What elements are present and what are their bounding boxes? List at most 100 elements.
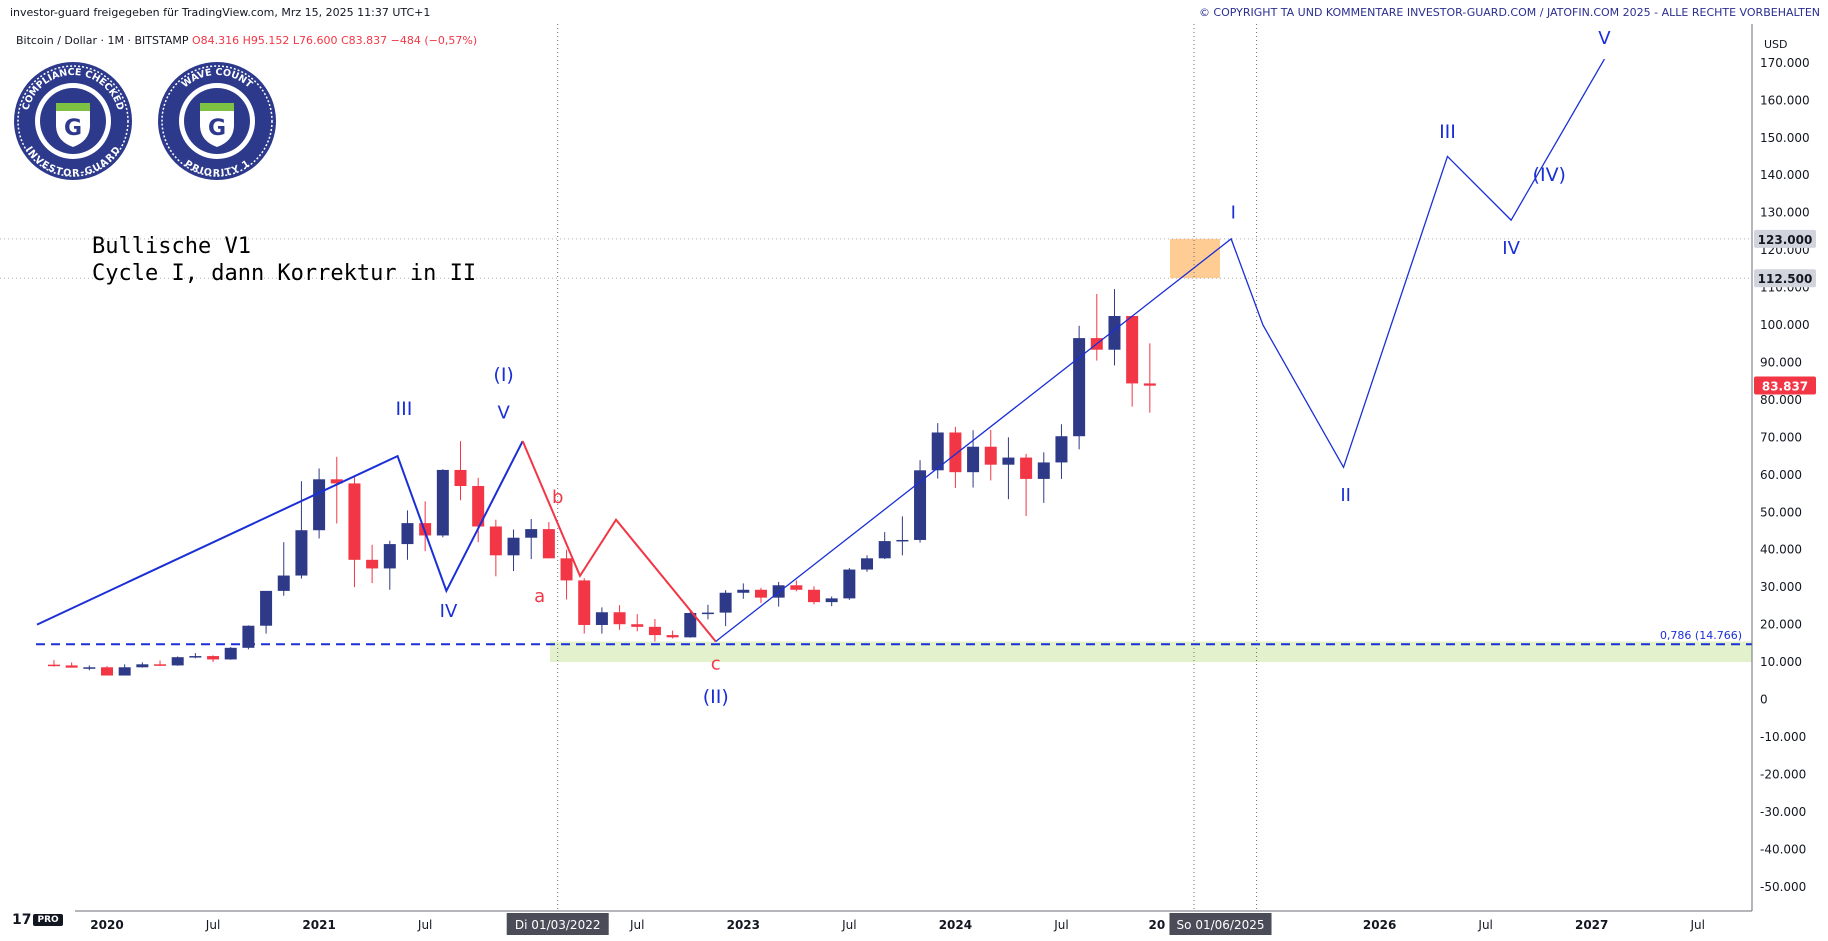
candle-body (1037, 462, 1050, 479)
target-zone (1170, 238, 1220, 279)
candles-group (47, 289, 1156, 676)
candle-body (1055, 436, 1068, 463)
candle (701, 604, 714, 620)
candle (931, 423, 944, 479)
candle-body (931, 432, 944, 471)
candle-body (967, 446, 980, 473)
fib-level-label: 0,786 (14.766) (1660, 629, 1742, 642)
shield-icon (56, 103, 90, 147)
candle (719, 590, 732, 627)
candle (83, 665, 96, 671)
candle-body (684, 612, 697, 638)
candle-body (277, 575, 290, 591)
badge-letter: G (208, 116, 226, 141)
candle (790, 580, 803, 592)
candle (171, 656, 184, 666)
y-tick-label: -50.000 (1760, 880, 1806, 894)
time-axis-bg (0, 911, 1752, 937)
candle-body (1143, 383, 1156, 386)
candle-body (949, 432, 962, 473)
candle (560, 549, 573, 600)
candle (595, 607, 608, 634)
y-tick-label: 100.000 (1760, 318, 1810, 332)
candle-body (507, 537, 520, 556)
candle (1126, 315, 1139, 407)
candle-body (224, 647, 237, 660)
candle-body (648, 626, 661, 636)
wave-label: I (1231, 202, 1236, 223)
candle (1143, 343, 1156, 413)
candle (949, 426, 962, 488)
candle (666, 630, 679, 639)
candle (507, 529, 520, 572)
candle (101, 666, 113, 676)
price-axis-bg (1752, 0, 1828, 937)
candle (684, 609, 697, 638)
candle-body (825, 598, 838, 603)
candle (631, 614, 644, 632)
candle (808, 586, 820, 605)
wave-label: a (534, 586, 545, 607)
candle-body (383, 544, 396, 569)
y-tick-label: 60.000 (1760, 468, 1802, 482)
candle-body (666, 635, 679, 638)
candle-body (295, 530, 308, 576)
candle (1108, 289, 1121, 366)
candle-body (754, 589, 767, 598)
badge-letter: G (64, 116, 82, 141)
candle-body (701, 612, 714, 615)
badge-ring (17, 65, 129, 177)
wave-label: (I) (493, 364, 513, 386)
wave-label: V (1598, 28, 1611, 49)
candle (47, 660, 60, 667)
x-tick-label: Jul (629, 918, 644, 932)
candle-body (83, 667, 96, 669)
candle-body (613, 612, 626, 625)
x-tick-label: Jul (1053, 918, 1068, 932)
pro-badge: PRO (33, 914, 63, 926)
y-tick-label: 90.000 (1760, 355, 1802, 369)
candle (578, 578, 591, 634)
x-tick-label: Jul (1690, 918, 1705, 932)
shield-icon (200, 103, 234, 147)
wave-label: II (1340, 485, 1351, 506)
candle-body (101, 667, 113, 676)
y-tick-label: 70.000 (1760, 430, 1802, 444)
candle (613, 605, 626, 630)
candle-body (861, 558, 874, 570)
candle (436, 469, 449, 538)
wave-label: IV (440, 601, 458, 622)
candle (489, 519, 502, 577)
candle (914, 460, 927, 543)
symbol-legend[interactable]: Bitcoin / Dollar · 1M · BITSTAMP O84.316… (16, 34, 477, 47)
support-zone (550, 641, 1752, 663)
y-tick-label: 160.000 (1760, 93, 1810, 107)
note-line-2: Cycle I, dann Korrektur in II (92, 261, 477, 286)
y-tick-label: 0 (1760, 693, 1768, 707)
wave-label: b (552, 487, 563, 508)
candle (772, 581, 785, 607)
candle-body (47, 664, 60, 667)
candle-body (560, 558, 573, 581)
candle (65, 662, 78, 668)
wave-line-impulse (36, 440, 524, 626)
tradingview-logo[interactable]: 17 PRO (12, 912, 63, 928)
candle (525, 518, 538, 560)
candle-body (843, 569, 856, 599)
wave-line-cycle (715, 58, 1605, 642)
x-tick-label: 2021 (302, 918, 335, 932)
candle (1073, 325, 1086, 450)
candle (1020, 453, 1033, 516)
y-tick-label: 80.000 (1760, 393, 1802, 407)
wave-label: V (497, 403, 510, 424)
y-tick-label: 140.000 (1760, 168, 1810, 182)
y-tick-label: -10.000 (1760, 730, 1806, 744)
wave-label: IV (1502, 238, 1520, 259)
price-tag-current-bg (1754, 376, 1816, 395)
candle-body (1020, 457, 1033, 479)
candle (136, 662, 149, 668)
y-tick-label: 10.000 (1760, 655, 1802, 669)
candle (242, 625, 255, 650)
